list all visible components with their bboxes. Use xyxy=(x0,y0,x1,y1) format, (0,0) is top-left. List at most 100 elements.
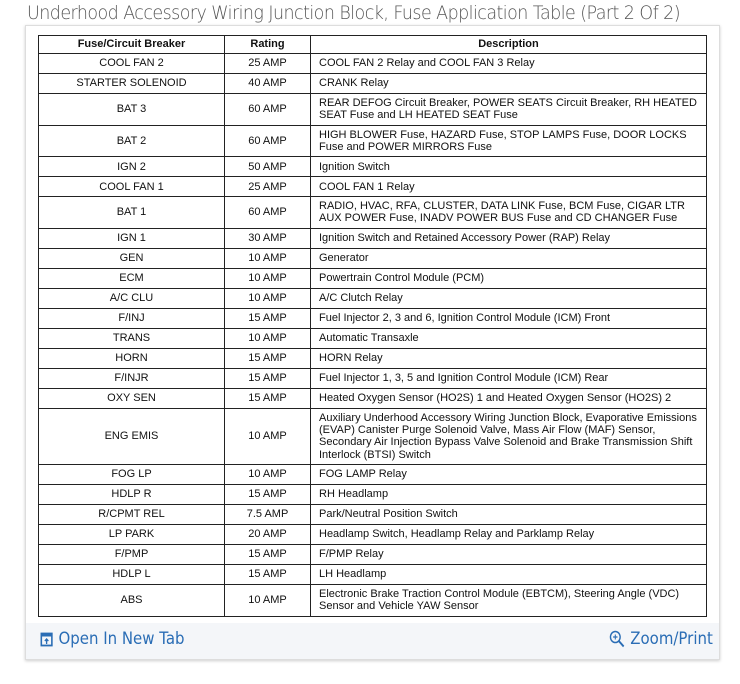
table-row: LP PARK 20 AMP Headlamp Switch, Headlamp R… xyxy=(38,523,707,545)
fuse-cell: IGN 1 xyxy=(38,227,225,249)
header-fuse: Fuse/Circuit Breaker xyxy=(38,35,225,54)
table-row: BAT 3 60 AMP REAR DEFOG Circuit Breaker, P… xyxy=(38,93,707,126)
rating-cell: 15 AMP xyxy=(224,543,311,565)
fuse-cell: A/C CLU xyxy=(38,287,225,309)
rating-cell: 15 AMP xyxy=(224,563,311,585)
fuse-cell: ENG EMIS xyxy=(38,407,225,465)
rating-cell: 25 AMP xyxy=(224,176,311,198)
rating-cell: 10 AMP xyxy=(224,583,311,617)
rating-cell: 15 AMP xyxy=(224,347,311,369)
table-row: BAT 1 60 AMP RADIO, HVAC, RFA, CLUSTER, DA… xyxy=(38,196,707,229)
description-cell: REAR DEFOG Circuit Breaker, POWER SEATS … xyxy=(310,93,707,126)
rating-cell: 7.5 AMP xyxy=(224,503,311,525)
fuse-cell: R/CPMT REL xyxy=(38,503,225,525)
rating-cell: 10 AMP xyxy=(224,267,311,289)
fuse-cell: LP PARK xyxy=(38,523,225,545)
description-cell: Headlamp Switch, Headlamp Relay and Park… xyxy=(310,523,707,545)
rating-cell: 10 AMP xyxy=(224,287,311,309)
description-cell: RADIO, HVAC, RFA, CLUSTER, DATA LINK Fus… xyxy=(310,196,707,229)
description-cell: HIGH BLOWER Fuse, HAZARD Fuse, STOP LAMP… xyxy=(310,124,707,158)
rating-cell: 40 AMP xyxy=(224,73,311,94)
fuse-cell: F/INJ xyxy=(38,307,225,329)
rating-cell: 60 AMP xyxy=(224,124,311,158)
fuse-cell: ECM xyxy=(38,267,225,289)
table-row: F/PMP 15 AMP F/PMP Relay xyxy=(38,543,707,565)
table-row: F/INJR 15 AMP Fuel Injector 1, 3, 5 and Ig… xyxy=(38,367,707,389)
description-cell: COOL FAN 2 Relay and COOL FAN 3 Relay xyxy=(310,53,707,74)
table-header-row: Fuse/Circuit Breaker Rating Description xyxy=(38,35,707,54)
fuse-cell: HDLP L xyxy=(38,563,225,585)
open-in-new-tab-label: Open In New Tab xyxy=(58,629,185,649)
table-row: FOG LP 10 AMP FOG LAMP Relay xyxy=(38,463,707,485)
table-row: HORN 15 AMP HORN Relay xyxy=(38,347,707,369)
description-cell: F/PMP Relay xyxy=(310,543,707,565)
rating-cell: 60 AMP xyxy=(224,196,311,229)
zoom-print-label: Zoom/Print xyxy=(630,629,713,649)
rating-cell: 30 AMP xyxy=(224,227,311,249)
header-description: Description xyxy=(310,35,707,54)
fuse-cell: OXY SEN xyxy=(38,387,225,409)
table-row: HDLP R 15 AMP RH Headlamp xyxy=(38,483,707,505)
description-cell: Fuel Injector 2, 3 and 6, Ignition Contr… xyxy=(310,307,707,329)
description-cell: Auxiliary Underhood Accessory Wiring Jun… xyxy=(310,407,707,465)
rating-cell: 15 AMP xyxy=(224,367,311,389)
table-row: OXY SEN 15 AMP Heated Oxygen Sensor (HO2S)… xyxy=(38,387,707,409)
table-row: TRANS 10 AMP Automatic Transaxle xyxy=(38,327,707,349)
description-cell: COOL FAN 1 Relay xyxy=(310,176,707,198)
rating-cell: 10 AMP xyxy=(224,463,311,485)
fuse-cell: TRANS xyxy=(38,327,225,349)
open-new-tab-icon xyxy=(40,632,53,646)
fuse-cell: IGN 2 xyxy=(38,156,225,178)
description-cell: Ignition Switch and Retained Accessory P… xyxy=(310,227,707,249)
description-cell: RH Headlamp xyxy=(310,483,707,505)
fuse-cell: HORN xyxy=(38,347,225,369)
description-cell: Ignition Switch xyxy=(310,156,707,178)
rating-cell: 20 AMP xyxy=(224,523,311,545)
table-row: IGN 1 30 AMP Ignition Switch and Retained … xyxy=(38,227,707,249)
fuse-cell: HDLP R xyxy=(38,483,225,505)
fuse-cell: BAT 3 xyxy=(38,93,225,126)
fuse-cell: F/INJR xyxy=(38,367,225,389)
fuse-cell: COOL FAN 1 xyxy=(38,176,225,198)
table-row: ENG EMIS 10 AMP Auxiliary Underhood Access… xyxy=(38,407,707,465)
description-cell: CRANK Relay xyxy=(310,73,707,94)
description-cell: FOG LAMP Relay xyxy=(310,463,707,485)
description-cell: Electronic Brake Traction Control Module… xyxy=(310,583,707,617)
table-row: HDLP L 15 AMP LH Headlamp xyxy=(38,563,707,585)
fuse-cell: BAT 2 xyxy=(38,124,225,158)
table-row: R/CPMT REL 7.5 AMP Park/Neutral Position S… xyxy=(38,503,707,525)
description-cell: HORN Relay xyxy=(310,347,707,369)
rating-cell: 15 AMP xyxy=(224,387,311,409)
page-title: Underhood Accessory Wiring Junction Bloc… xyxy=(27,2,681,24)
rating-cell: 10 AMP xyxy=(224,407,311,465)
description-cell: Automatic Transaxle xyxy=(310,327,707,349)
fuse-cell: F/PMP xyxy=(38,543,225,565)
zoom-print-link[interactable]: Zoom/Print xyxy=(609,629,713,649)
rating-cell: 50 AMP xyxy=(224,156,311,178)
table-row: COOL FAN 2 25 AMP COOL FAN 2 Relay and COO… xyxy=(38,53,707,74)
table-row: IGN 2 50 AMP Ignition Switch xyxy=(38,156,707,178)
open-in-new-tab-link[interactable]: Open In New Tab xyxy=(40,629,185,649)
fuse-cell: BAT 1 xyxy=(38,196,225,229)
fuse-cell: COOL FAN 2 xyxy=(38,53,225,74)
table-row: GEN 10 AMP Generator xyxy=(38,247,707,269)
rating-cell: 15 AMP xyxy=(224,307,311,329)
table-row: A/C CLU 10 AMP A/C Clutch Relay xyxy=(38,287,707,309)
rating-cell: 60 AMP xyxy=(224,93,311,126)
rating-cell: 10 AMP xyxy=(224,327,311,349)
description-cell: Fuel Injector 1, 3, 5 and Ignition Contr… xyxy=(310,367,707,389)
fuse-cell: STARTER SOLENOID xyxy=(38,73,225,94)
zoom-in-icon xyxy=(609,630,625,648)
table-row: ABS 10 AMP Electronic Brake Traction Contr… xyxy=(38,583,707,617)
fuse-cell: GEN xyxy=(38,247,225,269)
table-row: BAT 2 60 AMP HIGH BLOWER Fuse, HAZARD Fuse… xyxy=(38,124,707,158)
description-cell: Heated Oxygen Sensor (HO2S) 1 and Heated… xyxy=(310,387,707,409)
table-row: ECM 10 AMP Powertrain Control Module (PCM) xyxy=(38,267,707,289)
fuse-table: Fuse/Circuit Breaker Rating Description … xyxy=(38,35,707,617)
description-cell: LH Headlamp xyxy=(310,563,707,585)
rating-cell: 15 AMP xyxy=(224,483,311,505)
rating-cell: 25 AMP xyxy=(224,53,311,74)
description-cell: Park/Neutral Position Switch xyxy=(310,503,707,525)
image-card: Fuse/Circuit Breaker Rating Description … xyxy=(25,25,720,660)
header-rating: Rating xyxy=(224,35,311,54)
